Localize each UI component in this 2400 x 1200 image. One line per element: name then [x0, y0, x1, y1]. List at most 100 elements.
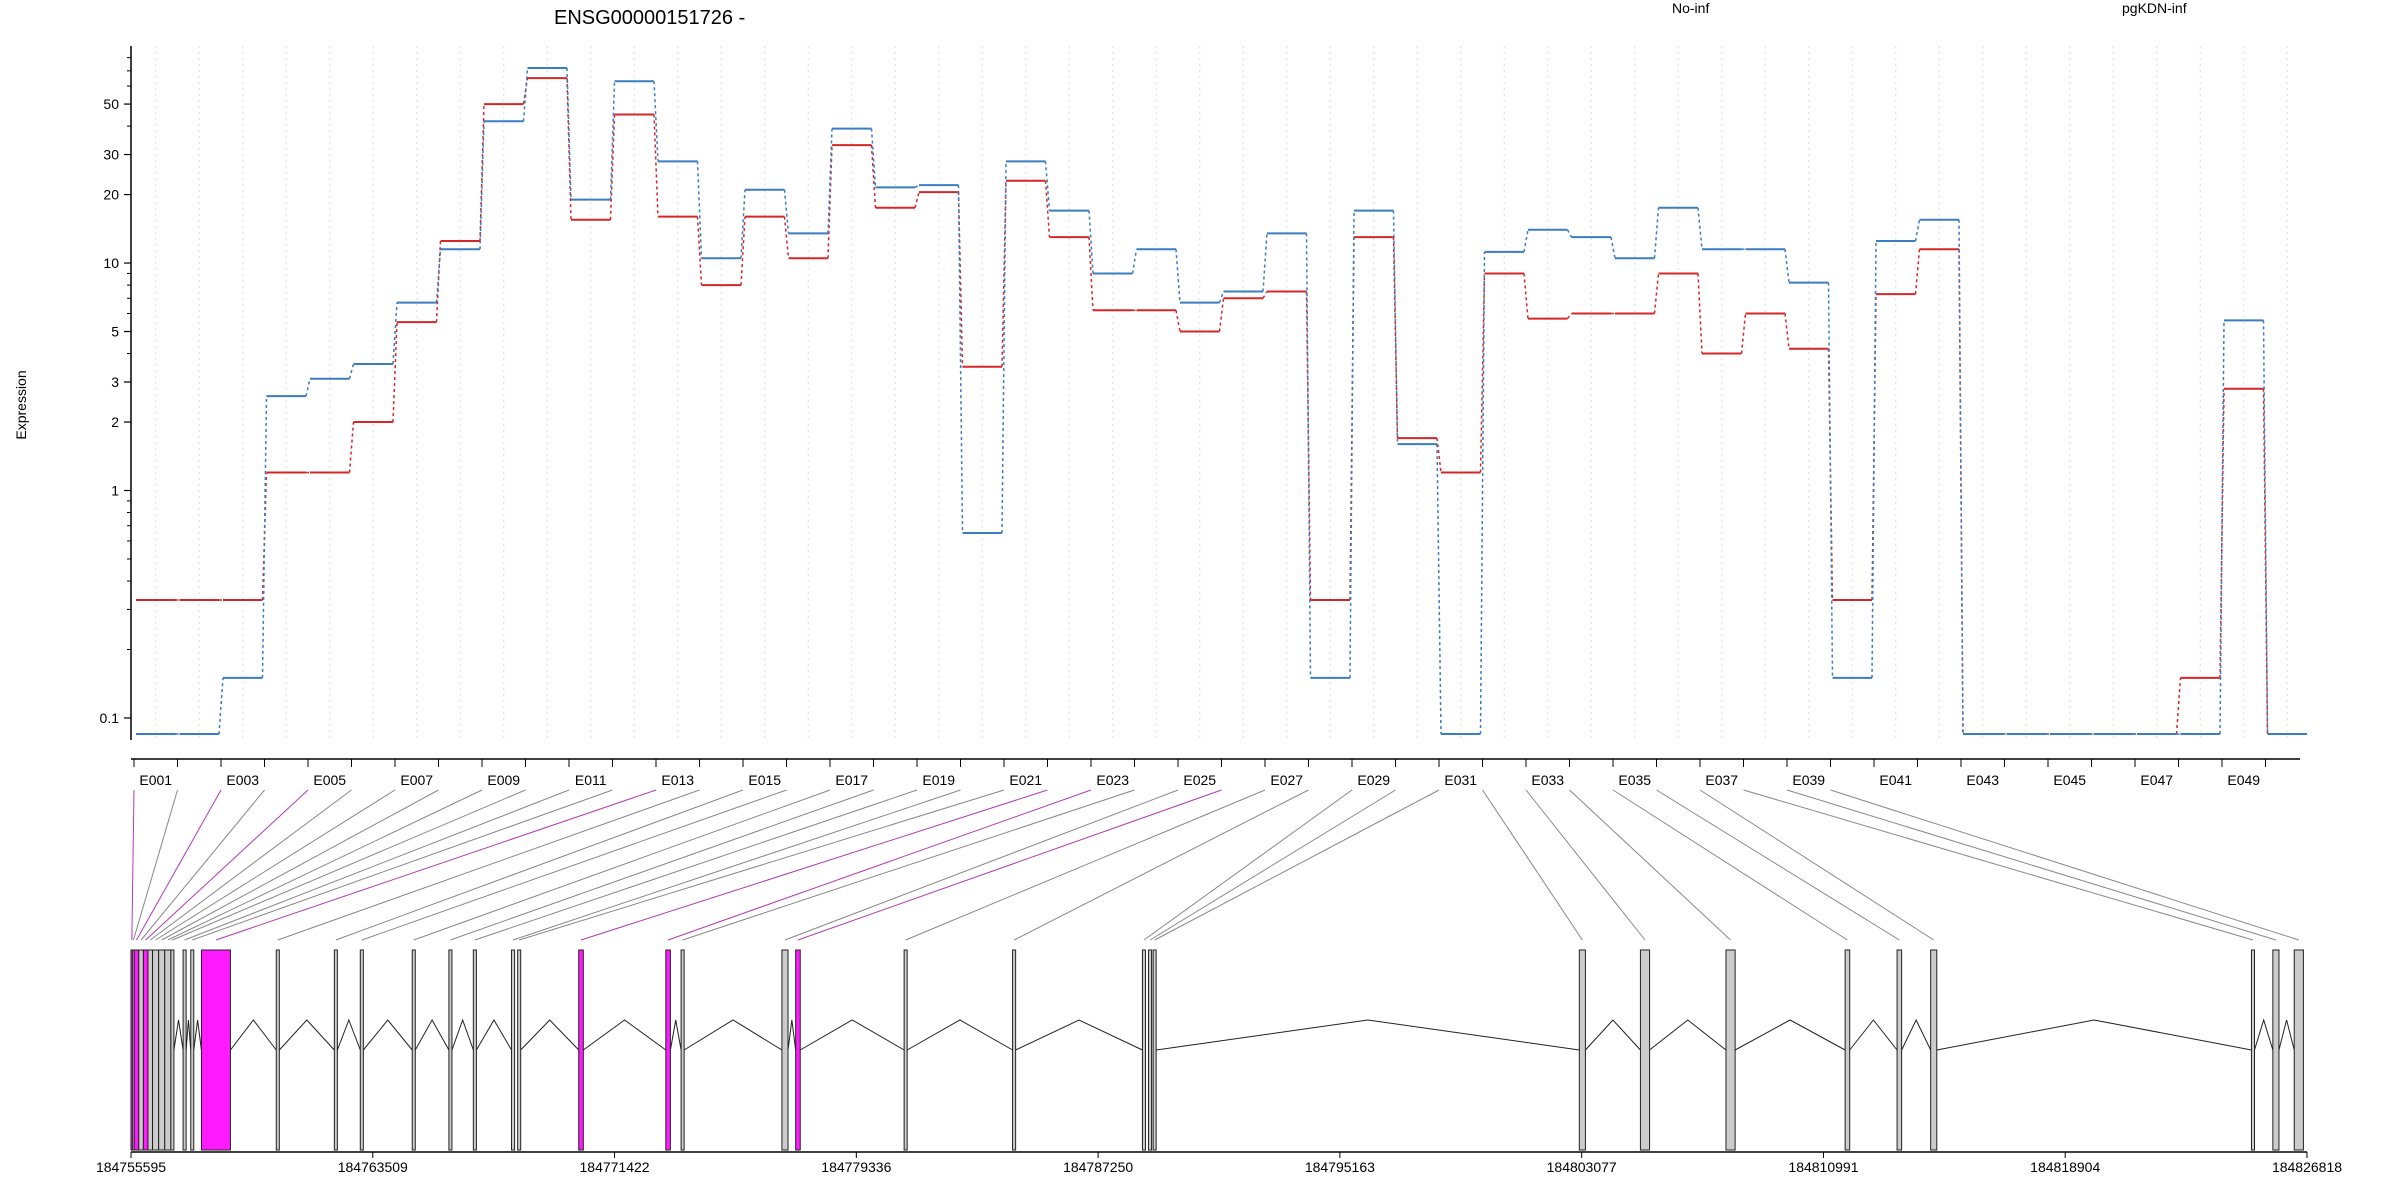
connector	[1044, 161, 1051, 211]
link-E018	[450, 789, 874, 941]
exon-E012	[190, 949, 195, 1151]
intron	[1901, 1018, 1932, 1051]
connector	[1436, 444, 1442, 735]
link-E038	[1743, 789, 2254, 941]
x-tick-label: E037	[1705, 772, 1738, 788]
exon-E040	[2293, 949, 2304, 1151]
exon-E037	[1930, 949, 1938, 1151]
connector	[392, 322, 398, 423]
link-E016	[361, 789, 787, 941]
coord-tick-label: 184779336	[821, 1159, 891, 1175]
exon-E025	[781, 949, 789, 1151]
link-E040	[1830, 789, 2299, 941]
intron	[451, 1018, 474, 1051]
link-E026	[797, 789, 1222, 941]
connector	[1088, 210, 1094, 274]
link-E002	[132, 789, 178, 941]
x-tick-label: E005	[313, 772, 346, 788]
y-tick-label: 5	[111, 324, 119, 340]
intron	[1849, 1019, 1898, 1051]
y-tick-label: 50	[103, 96, 119, 112]
intron	[583, 1019, 667, 1051]
series-no-inf	[136, 77, 2307, 736]
connector	[1175, 310, 1181, 332]
intron	[230, 1019, 277, 1051]
y-tick-label: 10	[103, 255, 119, 271]
connector	[1784, 313, 1790, 349]
connector	[914, 184, 920, 189]
connector	[1175, 249, 1181, 303]
x-tick-label: E045	[2053, 772, 2086, 788]
coord-tick-label: 184771422	[580, 1159, 650, 1175]
coord-tick-label: 184810991	[1788, 1159, 1858, 1175]
intron	[2254, 1018, 2274, 1051]
connector	[2175, 677, 2182, 735]
coord-tick-label: 184795163	[1305, 1159, 1375, 1175]
coord-tick-label: 184818904	[2030, 1159, 2100, 1175]
link-E020	[512, 789, 961, 941]
exon-E010	[170, 949, 175, 1151]
link-E001	[131, 789, 135, 941]
connector	[435, 249, 442, 303]
exon-E032	[1578, 949, 1586, 1151]
connector	[609, 81, 616, 200]
coord-tick-label: 184787250	[1063, 1159, 1133, 1175]
link-E004	[140, 789, 265, 941]
link-E003	[136, 789, 222, 941]
connector	[870, 145, 877, 208]
connector	[479, 104, 485, 242]
exon-E024	[680, 949, 685, 1151]
connector	[783, 189, 790, 234]
connector	[348, 421, 355, 473]
exon-E023	[665, 949, 671, 1151]
exon-E036	[1896, 949, 1903, 1151]
x-tick-label: E033	[1531, 772, 1564, 788]
link-E027	[905, 789, 1266, 941]
intron	[1649, 1019, 1727, 1051]
intron	[475, 1019, 512, 1051]
connector	[1740, 313, 1747, 354]
link-E030	[1149, 789, 1396, 941]
link-E025	[784, 789, 1179, 941]
link-E033	[1525, 789, 1646, 941]
link-E011	[184, 789, 570, 941]
link-E010	[172, 789, 526, 941]
intron	[278, 1019, 335, 1051]
exon-E028	[1012, 949, 1017, 1151]
link-E034	[1569, 789, 1731, 941]
connector	[1914, 249, 1921, 295]
link-E032	[1482, 789, 1583, 941]
intron	[799, 1019, 905, 1051]
connector	[914, 191, 920, 208]
exon-E009	[164, 949, 172, 1151]
connector	[1392, 210, 1399, 445]
intron	[906, 1019, 1013, 1051]
link-E023	[667, 789, 1092, 941]
coord-tick-label: 184763509	[338, 1159, 408, 1175]
intron	[173, 1019, 184, 1051]
x-tick-label: E047	[2140, 772, 2173, 788]
intron	[1015, 1019, 1143, 1051]
exon-E014	[275, 949, 280, 1151]
y-axis-label: Expression	[13, 370, 29, 439]
link-E035	[1612, 789, 1848, 941]
exon-E015	[333, 949, 338, 1151]
exon-E038	[2250, 949, 2256, 1151]
link-E013	[215, 789, 657, 941]
link-E014	[277, 789, 700, 941]
intron	[520, 1019, 580, 1051]
intron	[414, 1018, 450, 1051]
link-E005	[145, 789, 309, 941]
link-E012	[192, 789, 613, 941]
chart-title: ENSG00000151726 -	[554, 7, 745, 29]
legend-no-inf: No-inf	[1672, 0, 1709, 16]
exon-E017	[411, 949, 416, 1151]
connector	[522, 67, 529, 122]
connector	[1697, 273, 1703, 354]
link-E021	[519, 789, 1005, 941]
exon-E018	[448, 949, 453, 1151]
connector	[1088, 237, 1094, 311]
connector	[1653, 273, 1660, 314]
x-tick-label: E011	[575, 772, 607, 788]
exon-E022	[578, 949, 584, 1151]
